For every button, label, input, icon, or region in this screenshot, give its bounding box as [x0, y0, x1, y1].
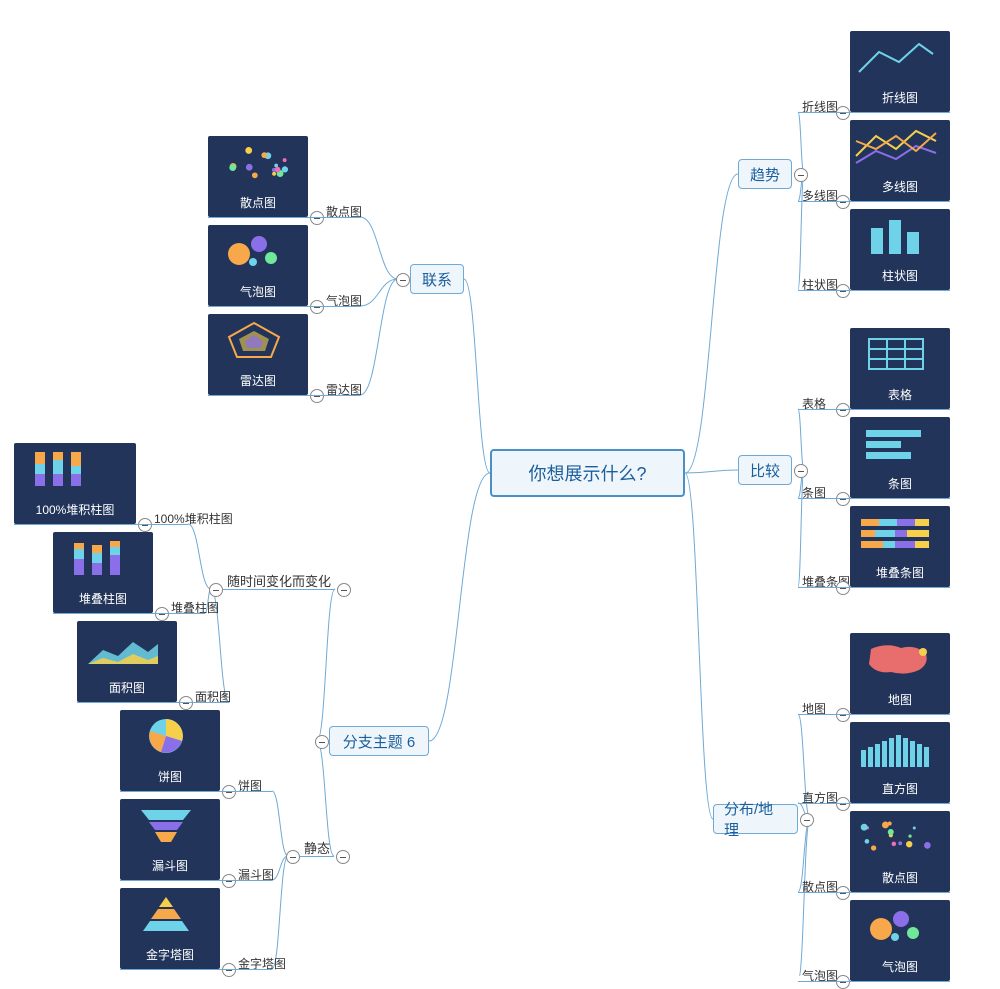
collapse-toggle[interactable]: [209, 583, 223, 597]
chart-card-table[interactable]: 表格: [850, 328, 950, 409]
node-static[interactable]: 静态: [304, 838, 330, 857]
multiline-icon: [851, 121, 949, 175]
chart-card-scatter[interactable]: 散点图: [850, 811, 950, 892]
card-caption: 直方图: [851, 777, 949, 802]
hist-icon: [851, 723, 949, 777]
hbar-icon: [851, 418, 949, 472]
collapse-toggle[interactable]: [155, 607, 169, 621]
chart-card-hist[interactable]: 直方图: [850, 722, 950, 803]
collapse-toggle[interactable]: [222, 963, 236, 977]
area-icon: [78, 622, 176, 676]
line-icon: [851, 32, 949, 86]
collapse-toggle[interactable]: [179, 696, 193, 710]
node-sub6[interactable]: 分支主题 6: [329, 726, 429, 756]
stackhbar-icon: [851, 507, 949, 561]
collapse-toggle[interactable]: [794, 168, 808, 182]
chart-card-pie[interactable]: 饼图: [120, 710, 220, 791]
node-geo[interactable]: 分布/地理: [713, 804, 798, 834]
chart-card-pyramid[interactable]: 金字塔图: [120, 888, 220, 969]
card-caption: 散点图: [851, 866, 949, 891]
collapse-toggle[interactable]: [800, 813, 814, 827]
radar-icon: [209, 315, 307, 369]
chart-card-radar[interactable]: 雷达图: [208, 314, 308, 395]
bubble-icon: [209, 226, 307, 280]
collapse-toggle[interactable]: [286, 850, 300, 864]
collapse-toggle[interactable]: [337, 583, 351, 597]
collapse-toggle[interactable]: [836, 708, 850, 722]
node-trend[interactable]: 趋势: [738, 159, 792, 189]
collapse-toggle[interactable]: [138, 518, 152, 532]
chart-card-multiline[interactable]: 多线图: [850, 120, 950, 201]
node-root[interactable]: 你想展示什么?: [490, 449, 685, 497]
chart-card-stackhbar[interactable]: 堆叠条图: [850, 506, 950, 587]
card-caption: 多线图: [851, 175, 949, 200]
card-caption: 雷达图: [209, 369, 307, 394]
chart-card-bubble[interactable]: 气泡图: [208, 225, 308, 306]
chart-card-stack100[interactable]: 100%堆积柱图: [14, 443, 136, 524]
card-caption: 100%堆积柱图: [15, 498, 135, 523]
collapse-toggle[interactable]: [836, 106, 850, 120]
card-caption: 散点图: [209, 191, 307, 216]
node-relation[interactable]: 联系: [410, 264, 464, 294]
chart-card-stackbar[interactable]: 堆叠柱图: [53, 532, 153, 613]
card-caption: 堆叠条图: [851, 561, 949, 586]
card-caption: 表格: [851, 383, 949, 408]
bubble-icon: [851, 901, 949, 955]
node-time[interactable]: 随时间变化而变化: [227, 571, 331, 590]
stack100-icon: [15, 444, 135, 498]
scatter-icon: [209, 137, 307, 191]
bars-icon: [851, 210, 949, 264]
collapse-toggle[interactable]: [836, 195, 850, 209]
node-compare[interactable]: 比较: [738, 455, 792, 485]
chart-card-hbar[interactable]: 条图: [850, 417, 950, 498]
stackbar-icon: [54, 533, 152, 587]
chart-card-funnel[interactable]: 漏斗图: [120, 799, 220, 880]
collapse-toggle[interactable]: [336, 850, 350, 864]
card-caption: 地图: [851, 688, 949, 713]
card-caption: 面积图: [78, 676, 176, 701]
chart-card-scatter[interactable]: 散点图: [208, 136, 308, 217]
card-caption: 饼图: [121, 765, 219, 790]
chart-card-bubble[interactable]: 气泡图: [850, 900, 950, 981]
collapse-toggle[interactable]: [836, 403, 850, 417]
card-caption: 气泡图: [209, 280, 307, 305]
card-caption: 柱状图: [851, 264, 949, 289]
collapse-toggle[interactable]: [836, 975, 850, 989]
card-caption: 气泡图: [851, 955, 949, 980]
chart-card-line[interactable]: 折线图: [850, 31, 950, 112]
pie-icon: [121, 711, 219, 765]
collapse-toggle[interactable]: [310, 211, 324, 225]
card-caption: 条图: [851, 472, 949, 497]
collapse-toggle[interactable]: [836, 284, 850, 298]
map-icon: [851, 634, 949, 688]
collapse-toggle[interactable]: [836, 797, 850, 811]
chart-card-map[interactable]: 地图: [850, 633, 950, 714]
collapse-toggle[interactable]: [310, 389, 324, 403]
card-caption: 堆叠柱图: [54, 587, 152, 612]
funnel-icon: [121, 800, 219, 854]
card-caption: 金字塔图: [121, 943, 219, 968]
scatter-icon: [851, 812, 949, 866]
collapse-toggle[interactable]: [310, 300, 324, 314]
collapse-toggle[interactable]: [836, 492, 850, 506]
card-caption: 漏斗图: [121, 854, 219, 879]
table-icon: [851, 329, 949, 383]
collapse-toggle[interactable]: [315, 735, 329, 749]
chart-card-bars[interactable]: 柱状图: [850, 209, 950, 290]
chart-card-area[interactable]: 面积图: [77, 621, 177, 702]
card-caption: 折线图: [851, 86, 949, 111]
collapse-toggle[interactable]: [222, 785, 236, 799]
collapse-toggle[interactable]: [396, 273, 410, 287]
collapse-toggle[interactable]: [836, 581, 850, 595]
collapse-toggle[interactable]: [794, 464, 808, 478]
collapse-toggle[interactable]: [836, 886, 850, 900]
pyramid-icon: [121, 889, 219, 943]
collapse-toggle[interactable]: [222, 874, 236, 888]
